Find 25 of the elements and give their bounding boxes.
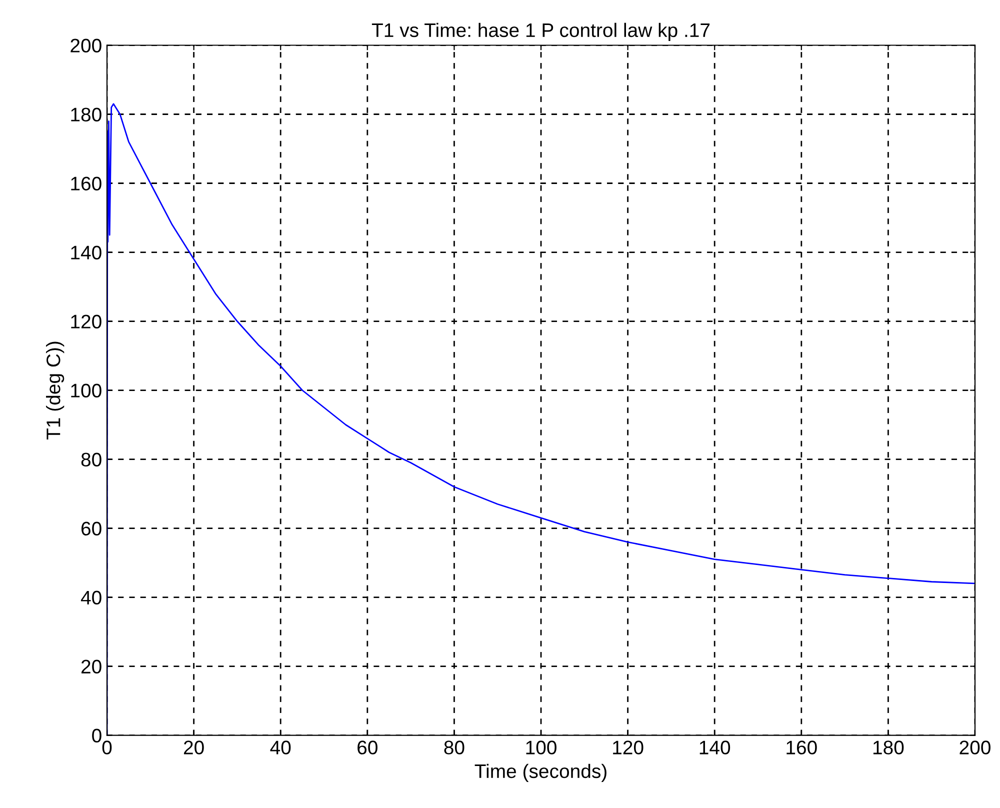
x-axis-title: Time (seconds) [474, 764, 606, 782]
y-tick-label: 160 [71, 176, 102, 190]
y-tick-label: 140 [71, 246, 102, 260]
y-tick-label: 60 [82, 522, 102, 536]
x-tick-label: 80 [444, 740, 464, 754]
y-tick-label: 20 [81, 660, 102, 674]
y-axis-title: T1 (deg C)) [46, 342, 64, 440]
y-tick-label: 200 [70, 38, 102, 52]
y-tick-label: 120 [71, 314, 102, 328]
x-tick-label: 20 [184, 740, 204, 754]
y-tick-label: 180 [71, 108, 102, 122]
x-tick-label: 100 [526, 740, 556, 754]
x-tick-label: 120 [613, 740, 644, 754]
x-tick-label: 40 [270, 740, 291, 754]
y-tick-label: 80 [81, 452, 102, 467]
x-tick-label: 0 [102, 740, 112, 754]
x-tick-label: 160 [786, 740, 817, 754]
x-tick-label: 180 [873, 740, 904, 754]
chart-title: T1 vs Time: hase 1 P control law kp .17 [372, 22, 710, 41]
y-tick-label: 0 [92, 728, 102, 743]
x-tick-label: 140 [700, 740, 730, 754]
y-tick-label: 100 [71, 384, 102, 398]
x-tick-label: 200 [960, 740, 990, 754]
y-tick-label: 40 [80, 590, 102, 605]
x-tick-label: 60 [358, 740, 378, 754]
